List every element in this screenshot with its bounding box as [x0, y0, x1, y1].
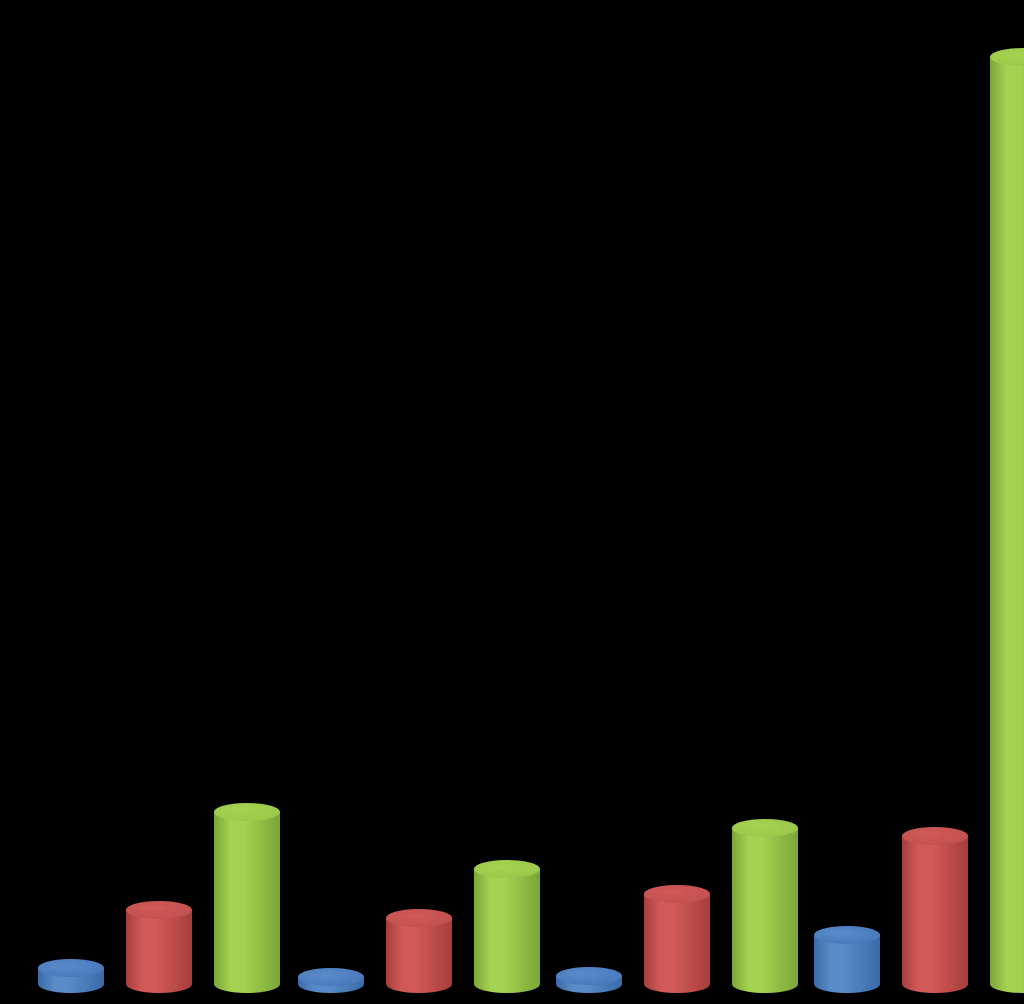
- bar-bottom-cap: [732, 975, 798, 993]
- bar-body: [990, 57, 1024, 984]
- bar-top-cap: [644, 885, 710, 903]
- bar-bottom-cap: [214, 975, 280, 993]
- bar-bottom-cap: [902, 975, 968, 993]
- bar-bottom-cap: [644, 975, 710, 993]
- bar-body: [474, 869, 540, 984]
- gridline: [0, 654, 1024, 656]
- bar-red: [902, 836, 968, 984]
- bar-bottom-cap: [386, 975, 452, 993]
- bar-top-cap: [298, 968, 364, 986]
- bar-bottom-cap: [814, 975, 880, 993]
- bar-body: [126, 910, 192, 984]
- gridline: [0, 488, 1024, 490]
- bar-top-cap: [556, 967, 622, 985]
- bar-chart: [0, 0, 1024, 1004]
- gridline: [0, 322, 1024, 324]
- bar-body: [214, 812, 280, 984]
- gridline: [0, 0, 1024, 2]
- bar-blue: [298, 977, 364, 984]
- bar-blue: [38, 968, 104, 984]
- bar-top-cap: [214, 803, 280, 821]
- bar-body: [644, 894, 710, 984]
- bar-body: [732, 828, 798, 984]
- bar-red: [126, 910, 192, 984]
- bar-body: [902, 836, 968, 984]
- bar-green: [214, 812, 280, 984]
- bar-blue: [814, 935, 880, 984]
- bar-green: [732, 828, 798, 984]
- bar-green: [990, 57, 1024, 984]
- bar-bottom-cap: [126, 975, 192, 993]
- gridline: [0, 158, 1024, 160]
- bar-top-cap: [38, 959, 104, 977]
- bar-top-cap: [814, 926, 880, 944]
- gridline: [0, 820, 1024, 822]
- bar-blue: [556, 976, 622, 984]
- bar-bottom-cap: [38, 975, 104, 993]
- bar-green: [474, 869, 540, 984]
- bar-red: [644, 894, 710, 984]
- bar-red: [386, 918, 452, 984]
- bar-bottom-cap: [474, 975, 540, 993]
